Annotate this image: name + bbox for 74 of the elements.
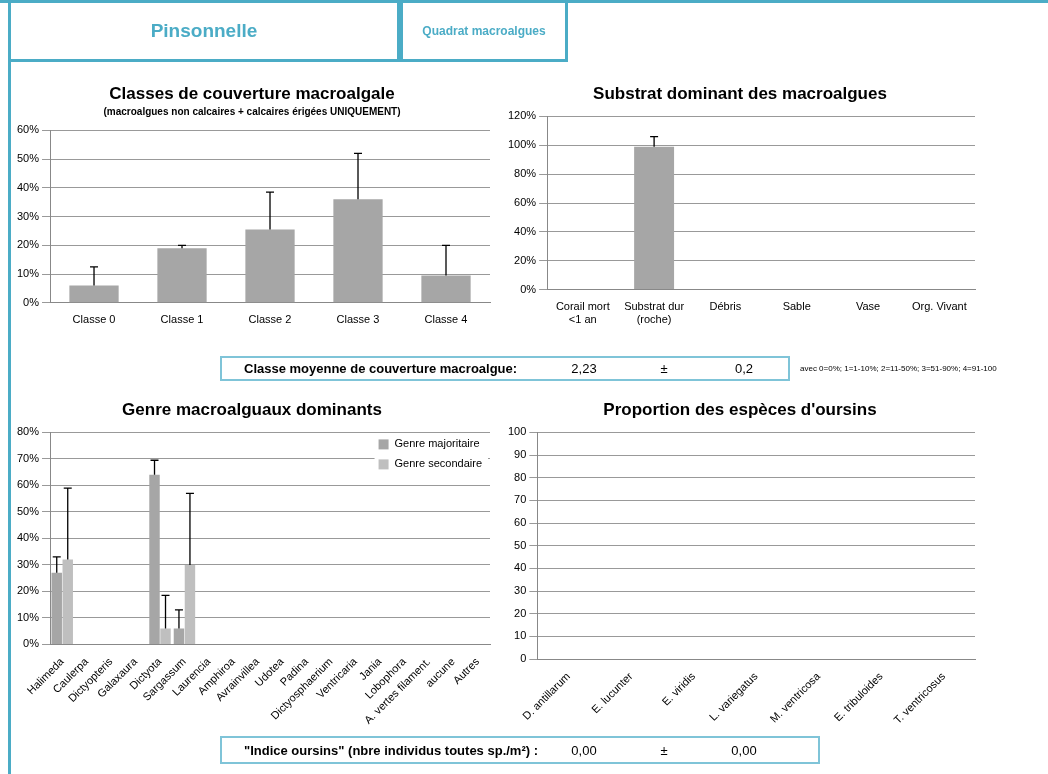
bar xyxy=(157,248,207,303)
bar xyxy=(184,564,196,644)
bar xyxy=(333,199,383,303)
y-tick-label: 50% xyxy=(16,152,40,165)
x-tick-label: Classe 0 xyxy=(72,313,116,326)
x-tick-label: Classe 3 xyxy=(336,313,380,326)
text: avec 0=0%; 1=1-10%; 2=11-50%; 3=51-90%; 4=91-100 xyxy=(800,364,997,373)
x-tick-label: Débris xyxy=(709,300,742,313)
bar xyxy=(69,285,119,303)
x-tick-label: Substrat dur (roche) xyxy=(624,300,685,326)
y-tick-label: 60 xyxy=(514,516,527,529)
y-tick-label: 40% xyxy=(16,180,40,193)
y-tick-label: 80% xyxy=(514,167,537,180)
y-tick-label: 50% xyxy=(16,504,40,517)
bar xyxy=(149,474,160,644)
bar xyxy=(62,559,73,644)
y-tick-label: 30 xyxy=(514,584,527,597)
bar xyxy=(51,572,62,644)
text: Pinsonnelle xyxy=(8,0,400,62)
y-tick-label: 60% xyxy=(514,196,537,209)
y-tick-label: 20% xyxy=(16,238,40,251)
bar xyxy=(245,229,295,303)
y-tick-label: 40 xyxy=(514,561,527,574)
x-tick-label: Classe 2 xyxy=(248,313,292,326)
legend-label: Genre majoritaire xyxy=(394,437,480,450)
y-tick-label: 60% xyxy=(16,478,40,491)
x-tick-label: Sable xyxy=(782,300,811,313)
y-tick-label: 30% xyxy=(16,557,40,570)
text: ± xyxy=(659,742,669,758)
x-tick-label: Corail mort <1 an xyxy=(555,300,610,326)
y-tick-label: 70% xyxy=(16,451,40,464)
y-tick-label: 10% xyxy=(16,267,40,280)
y-tick-label: 40% xyxy=(514,224,537,237)
chart-title: Classes de couverture macroalgale xyxy=(109,83,395,103)
y-tick-label: 100 xyxy=(507,425,527,438)
y-tick-label: 120% xyxy=(507,109,537,122)
text: 0,00 xyxy=(730,742,758,758)
y-tick-label: 0% xyxy=(23,295,40,308)
chart-title: Proportion des espèces d'oursins xyxy=(603,399,877,419)
y-tick-label: 20 xyxy=(514,606,527,619)
y-tick-label: 50 xyxy=(514,538,527,551)
y-tick-label: 30% xyxy=(16,209,40,222)
y-tick-label: 100% xyxy=(507,138,537,151)
y-tick-label: 20% xyxy=(514,253,537,266)
bar xyxy=(160,628,171,644)
y-tick-label: 0% xyxy=(520,282,537,295)
y-tick-label: 10% xyxy=(16,610,40,623)
y-tick-label: 20% xyxy=(16,584,40,597)
text: 0,2 xyxy=(733,361,755,376)
y-tick-label: 70 xyxy=(514,493,527,506)
text: Quadrat macroalgues xyxy=(400,0,568,62)
chart-subtitle: (macroalgues non calcaires + calcaires érigées UNIQUEMENT) xyxy=(103,106,401,118)
y-tick-label: 0% xyxy=(23,637,40,650)
x-tick-label: Vase xyxy=(855,300,881,313)
y-tick-label: 60% xyxy=(16,123,40,136)
chart-title: Substrat dominant des macroalgues xyxy=(593,83,887,103)
y-tick-label: 10 xyxy=(514,629,527,642)
bar xyxy=(173,628,185,644)
y-tick-label: 80 xyxy=(514,470,527,483)
x-tick-label: Org. Vivant xyxy=(911,300,967,313)
text: 0,00 xyxy=(570,742,598,758)
y-tick-label: 90 xyxy=(514,448,527,461)
x-tick-label: Classe 4 xyxy=(424,313,468,326)
text: Classe moyenne de couverture macroalgue: xyxy=(244,361,519,376)
text: 2,23 xyxy=(570,361,598,376)
legend-label: Genre secondaire xyxy=(394,457,483,470)
y-tick-label: 40% xyxy=(16,531,40,544)
y-tick-label: 0 xyxy=(520,652,527,665)
text: "Indice oursins" (nbre individus toutes sp./m²) : xyxy=(244,742,540,758)
chart-title: Genre macroalguaux dominants xyxy=(122,399,382,419)
text: ± xyxy=(659,361,669,376)
bar xyxy=(421,275,471,303)
x-tick-label: Classe 1 xyxy=(160,313,204,326)
y-tick-label: 80% xyxy=(16,425,40,438)
